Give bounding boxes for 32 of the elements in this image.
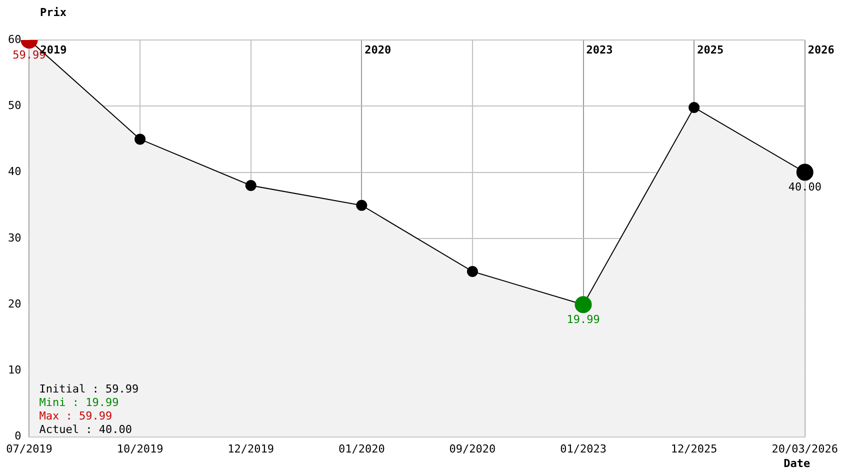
annotation: 2025 bbox=[697, 43, 724, 56]
point bbox=[688, 102, 700, 113]
x-tick-label: 09/2020 bbox=[449, 442, 496, 456]
text: 2026 bbox=[808, 43, 835, 56]
annotation: Initial : 59.99 bbox=[39, 382, 139, 396]
point bbox=[245, 180, 256, 191]
x-tick-label: 12/2019 bbox=[228, 442, 274, 456]
point bbox=[356, 200, 368, 211]
x-tick-label: 20/03/2026 bbox=[772, 442, 838, 456]
annotation: Mini : 19.99 bbox=[39, 396, 119, 409]
annotation: 2023 bbox=[586, 43, 613, 56]
x-tick-label: 01/2020 bbox=[338, 442, 385, 456]
y-tick-label: 0 bbox=[14, 430, 22, 443]
x-tick-label: 12/2025 bbox=[670, 442, 718, 456]
y-axis-title: Prix bbox=[40, 6, 67, 19]
point bbox=[134, 134, 146, 145]
annotation: Max : 59.99 bbox=[39, 409, 112, 422]
annotation: 2020 bbox=[364, 43, 392, 56]
y-tick-label: 20 bbox=[8, 297, 22, 310]
data-label: 19.99 bbox=[566, 312, 600, 326]
x-tick-label: 10/2019 bbox=[116, 442, 164, 456]
annotation: Actuel : 40.00 bbox=[39, 422, 132, 436]
y-tick-label: 50 bbox=[8, 98, 22, 112]
y-tick-label: 10 bbox=[8, 364, 22, 377]
x-tick-label: 01/2023 bbox=[560, 442, 606, 456]
y-tick-label: 40 bbox=[8, 165, 22, 178]
y-tick-label: 30 bbox=[8, 231, 22, 244]
x-axis-title: Date bbox=[784, 457, 811, 470]
data-label: 40.00 bbox=[788, 180, 822, 194]
point bbox=[466, 266, 478, 277]
x-tick-label: 07/2019 bbox=[6, 442, 52, 456]
y-tick-label: 60 bbox=[8, 32, 22, 46]
